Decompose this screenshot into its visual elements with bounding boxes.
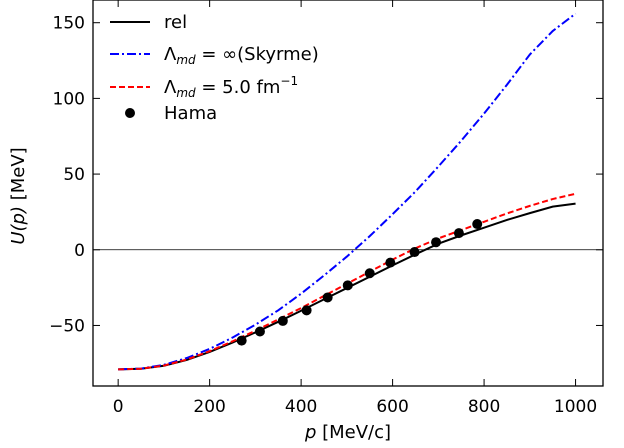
x-tick-label: 200 — [193, 397, 225, 417]
hama-data-point — [342, 280, 353, 291]
hama-data-point — [409, 247, 420, 258]
y-axis-label: U(p) [MeV] — [8, 147, 29, 244]
legend-skyrme-rest: = ∞(Skyrme) — [196, 44, 319, 65]
legend-marker-hama — [125, 108, 135, 118]
legend-skyrme-sub: md — [176, 53, 196, 67]
hama-data-point — [431, 237, 442, 248]
hama-data-point — [385, 257, 396, 268]
y-axis-label-unit: [MeV] — [8, 147, 29, 206]
hama-data-point — [472, 219, 483, 230]
x-axis-label-unit: [MeV/c] — [316, 422, 391, 443]
x-tick-label: 800 — [468, 397, 500, 417]
x-tick-label: 1000 — [554, 397, 597, 417]
legend-label-hama: Hama — [164, 103, 217, 124]
svg-text:U(p) [MeV]: U(p) [MeV] — [8, 147, 29, 244]
y-tick-label: 0 — [74, 241, 85, 261]
x-axis-label-var: p — [304, 422, 316, 443]
legend-md5-sub: md — [176, 86, 196, 100]
legend-skyrme-lambda: Λ — [164, 44, 177, 65]
legend-md5-sup: −1 — [280, 74, 298, 88]
legend-label-md5: Λmd = 5.0 fm−1 — [164, 74, 298, 100]
hama-data-point — [254, 326, 265, 337]
x-tick-label: 0 — [113, 397, 124, 417]
y-tick-label: −50 — [49, 316, 85, 336]
axes-layer — [92, 0, 604, 387]
hama-data-point — [277, 315, 288, 326]
svg-text:p [MeV/c]: p [MeV/c] — [304, 422, 391, 443]
legend-label-skyrme: Λmd = ∞(Skyrme) — [164, 44, 319, 67]
plot-frame — [92, 0, 604, 387]
hama-data-point — [453, 228, 464, 239]
ticks-layer: 0 200 400 600 800 1000 −50 0 50 100 150 — [49, 0, 603, 417]
hama-data-point — [236, 335, 247, 346]
y-tick-label: 50 — [63, 165, 85, 185]
legend-md5-rest: = 5.0 fm — [196, 77, 281, 98]
x-axis-label: p [MeV/c] — [304, 422, 391, 443]
y-axis-label-var: U(p) — [8, 206, 29, 245]
legend: rel Λmd = ∞(Skyrme) Λmd = 5.0 fm−1 Hama — [110, 12, 319, 124]
hama-data-point — [301, 305, 312, 316]
x-tick-label: 400 — [285, 397, 317, 417]
series-line-skyrme — [118, 12, 577, 371]
hama-data-point — [364, 268, 375, 279]
series-layer — [118, 12, 577, 371]
legend-md5-lambda: Λ — [164, 77, 177, 98]
legend-label-rel: rel — [164, 12, 187, 33]
y-tick-label: 100 — [53, 89, 85, 109]
y-tick-label: 150 — [53, 14, 85, 34]
hama-data-point — [322, 292, 333, 303]
x-tick-label: 600 — [376, 397, 408, 417]
